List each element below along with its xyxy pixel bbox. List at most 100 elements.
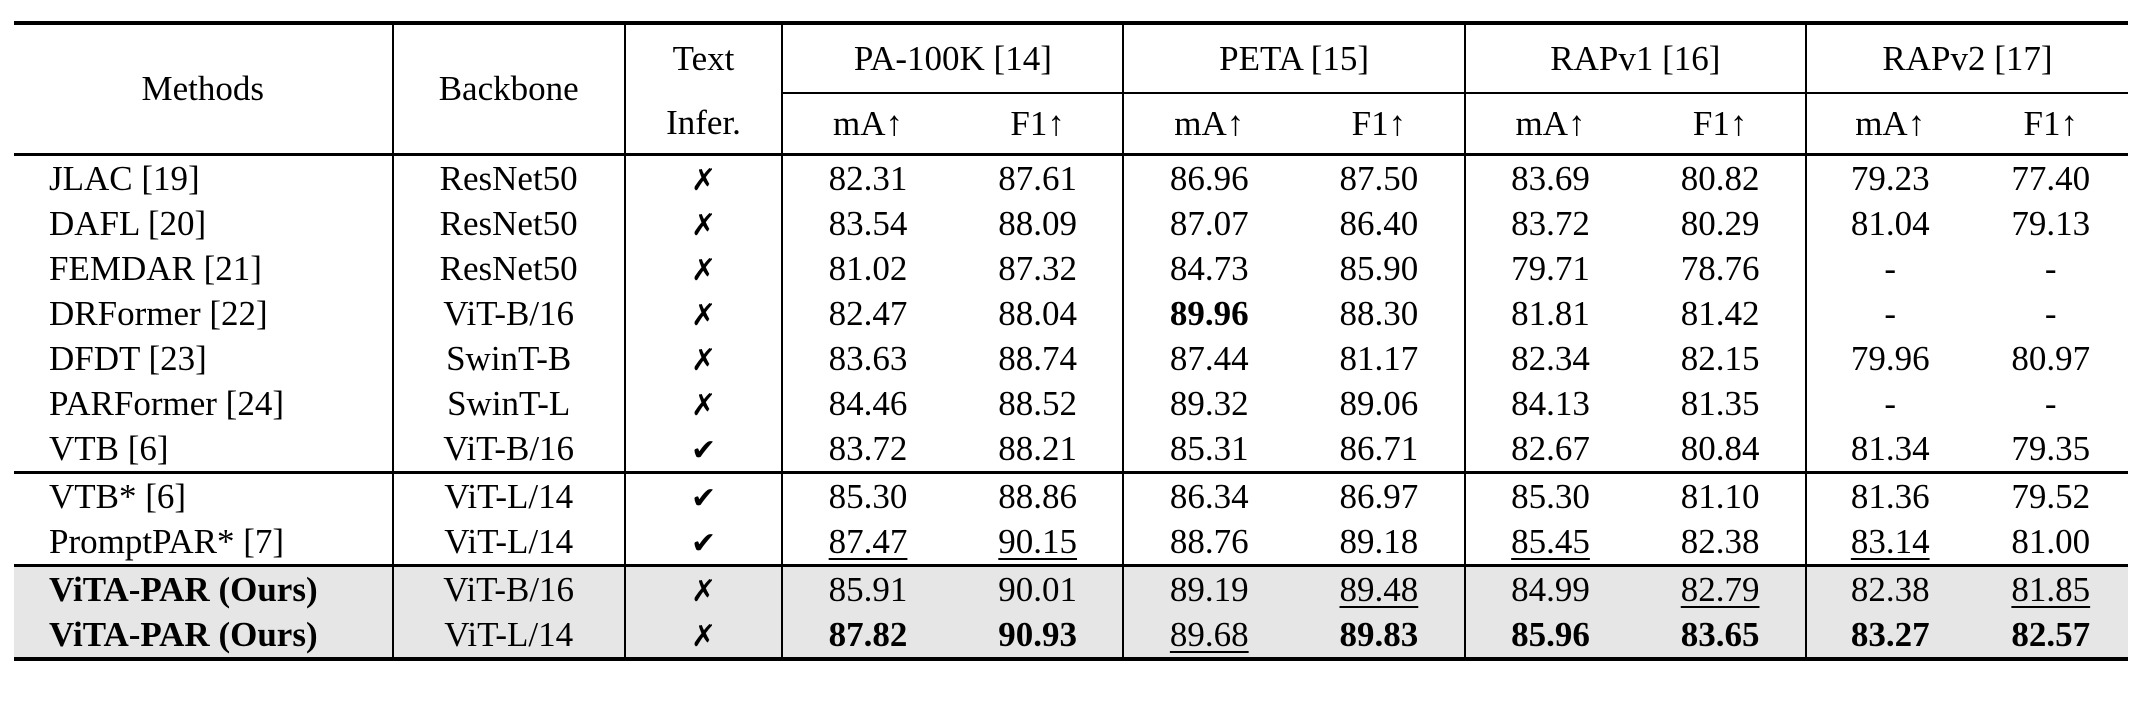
cell-peta-ma: 86.34 [1122,471,1295,519]
cell-rapv1-f1: 78.76 [1635,246,1806,291]
cell-rapv2-ma: 82.38 [1804,564,1974,612]
value-pa100k-f1: 87.61 [998,158,1078,198]
table-row: PromptPAR* [7] ViT-L/14 ✔ 87.47 90.15 88.76 89… [14,519,2128,566]
cross-icon: ✗ [690,207,717,243]
cell-rapv2-ma: 83.27 [1804,612,1974,661]
value-rapv1-f1: 80.29 [1680,203,1760,243]
value-pa100k-f1: 90.01 [998,569,1078,609]
cell-text-infer: ✗ [623,246,783,291]
value-rapv2-f1: 79.52 [2011,476,2091,516]
cell-text-infer: ✗ [623,153,783,201]
header-pa100k-ma: mA↑ [781,93,953,156]
value-rapv2-f1: 79.35 [2011,428,2091,468]
cell-rapv2-f1: - [1974,246,2129,291]
table-row: PARFormer [24] SwinT-L ✗ 84.46 88.52 89.32 89.… [14,381,2128,426]
cross-icon: ✗ [690,342,717,378]
cell-rapv2-ma: 79.23 [1804,153,1974,201]
cell-peta-f1: 89.48 [1294,564,1465,612]
value-peta-f1: 86.97 [1339,476,1419,516]
cell-method: VTB* [6] [14,471,393,519]
cell-rapv1-ma: 85.96 [1463,612,1636,661]
table-row: ViTA-PAR (Ours) ViT-B/16 ✗ 85.91 90.01 89.19 8… [14,564,2128,612]
cell-rapv1-ma: 82.67 [1463,426,1636,473]
cell-rapv2-f1: - [1974,381,2129,426]
cell-peta-f1: 86.71 [1294,426,1465,473]
cell-rapv1-ma: 83.69 [1463,153,1636,201]
value-rapv1-ma: 83.69 [1511,158,1590,198]
value-rapv2-f1: 82.57 [2011,614,2091,654]
header-dataset-peta: PETA [15] [1122,21,1465,94]
value-rapv2-f1: 81.85 [2011,569,2091,609]
value-pa100k-f1: 88.09 [998,203,1078,243]
cell-pa100k-f1: 87.61 [952,153,1124,201]
cell-rapv1-ma: 84.99 [1463,564,1636,612]
cross-icon: ✗ [690,162,717,198]
value-rapv1-f1: 83.65 [1680,614,1760,654]
value-pa100k-f1: 88.52 [998,383,1078,423]
cell-peta-f1: 81.17 [1294,336,1465,381]
cell-text-infer: ✗ [623,336,783,381]
value-rapv1-ma: 83.72 [1511,203,1590,243]
value-peta-ma: 87.44 [1169,338,1249,378]
value-pa100k-f1: 88.21 [998,428,1078,468]
cell-pa100k-ma: 83.72 [781,426,953,473]
value-peta-ma: 89.96 [1169,293,1249,333]
cell-peta-ma: 89.32 [1122,381,1295,426]
cross-icon: ✗ [690,387,717,423]
cell-text-infer: ✗ [623,612,783,661]
value-peta-ma: 87.07 [1169,203,1249,243]
header-row-2: Infer. mA↑ F1↑ mA↑ F1↑ mA↑ F1↑ mA↑ F1↑ [14,93,2128,156]
value-pa100k-ma: 82.47 [828,293,908,333]
header-dataset-rapv1: RAPv1 [16] [1463,21,1806,94]
cell-pa100k-f1: 88.52 [953,381,1124,426]
value-rapv1-f1: 78.76 [1680,248,1760,288]
cell-pa100k-f1: 88.21 [953,426,1124,473]
cell-pa100k-f1: 88.86 [952,471,1124,519]
header-methods: Methods [14,21,393,156]
header-peta-ma: mA↑ [1122,93,1295,156]
value-peta-ma: 88.76 [1169,521,1249,561]
value-rapv1-f1: 82.38 [1680,521,1760,561]
value-rapv2-ma: 83.14 [1850,521,1930,561]
value-peta-f1: 85.90 [1339,248,1419,288]
value-peta-ma: 84.73 [1169,248,1249,288]
table-row: FEMDAR [21] ResNet50 ✗ 81.02 87.32 84.73 85.90… [14,246,2128,291]
value-rapv2-ma: - [1884,293,1897,333]
cell-rapv2-f1: - [1974,291,2129,336]
header-rapv2-ma: mA↑ [1804,93,1974,156]
cell-pa100k-f1: 90.01 [952,564,1124,612]
value-pa100k-ma: 81.02 [828,248,908,288]
cell-rapv1-f1: 81.10 [1635,471,1806,519]
cell-rapv2-ma: 81.36 [1804,471,1974,519]
cell-backbone: SwinT-B [391,336,625,381]
value-peta-f1: 88.30 [1339,293,1419,333]
value-peta-f1: 86.40 [1339,203,1419,243]
value-peta-ma: 86.96 [1169,158,1249,198]
cell-method: ViTA-PAR (Ours) [14,564,393,612]
header-dataset-rapv2: RAPv2 [17] [1804,21,2128,94]
value-pa100k-ma: 82.31 [828,158,908,198]
cell-backbone: ResNet50 [391,246,625,291]
results-table: Methods Backbone Text PA-100K [14] PETA … [14,21,2128,661]
header-text-infer-line1: Text [623,21,783,93]
cell-rapv2-f1: 79.52 [1973,471,2128,519]
cell-peta-ma: 87.07 [1122,201,1295,246]
cell-text-infer: ✗ [623,201,783,246]
cell-method: DRFormer [22] [49,293,268,333]
cell-pa100k-f1: 88.04 [953,291,1124,336]
cell-peta-f1: 86.40 [1294,201,1465,246]
cell-pa100k-f1: 90.15 [953,519,1124,566]
cross-icon: ✗ [690,573,717,609]
cell-backbone: ViT-B/16 [391,426,625,473]
table-row: DRFormer [22] ViT-B/16 ✗ 82.47 88.04 89.96 88.… [14,291,2128,336]
cell-peta-ma: 85.31 [1122,426,1295,473]
cell-backbone: ViT-B/16 [391,291,625,336]
value-rapv2-ma: 82.38 [1850,569,1930,609]
cell-rapv1-ma: 85.30 [1463,471,1636,519]
cell-peta-f1: 87.50 [1294,153,1465,201]
cell-method: DAFL [20] [49,203,207,243]
cell-rapv1-f1: 82.15 [1635,336,1806,381]
cell-rapv2-f1: 79.13 [1974,201,2129,246]
value-rapv1-ma: 85.45 [1511,521,1590,561]
cell-method: FEMDAR [21] [49,248,262,288]
